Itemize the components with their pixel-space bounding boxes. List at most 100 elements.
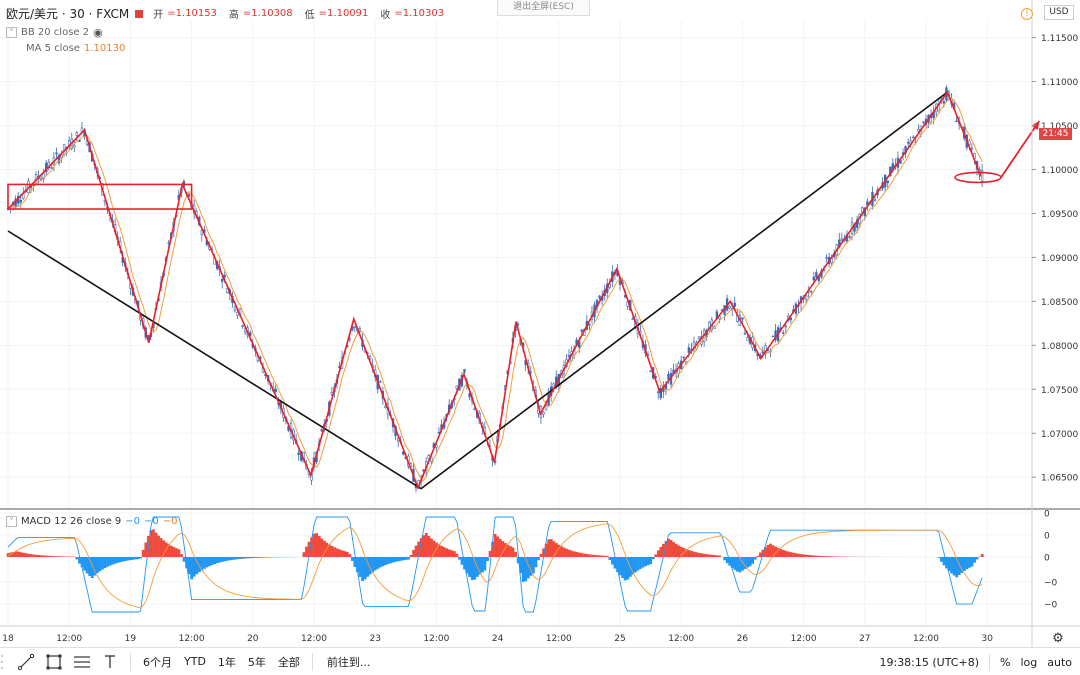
macd-histogram-bar	[108, 557, 112, 566]
currency-badge[interactable]: USD	[1044, 5, 1074, 20]
eye-icon[interactable]: ◉	[93, 26, 103, 39]
time-axis-label: 12:00	[423, 634, 449, 644]
trend-line-tool-icon[interactable]	[12, 651, 40, 673]
time-axis-label: 19	[125, 634, 137, 644]
macd-histogram-bar	[713, 555, 716, 557]
ma-label[interactable]: MA 5 close	[26, 43, 80, 54]
range-ytd-button[interactable]: YTD	[184, 655, 206, 668]
macd-histogram-bar	[730, 557, 734, 568]
macd-histogram-bar	[692, 551, 696, 557]
gear-icon[interactable]: ⚙	[1052, 631, 1064, 646]
macd-histogram-bar	[764, 547, 767, 557]
chevron-down-icon[interactable]: ˅	[6, 27, 17, 38]
candle-body	[886, 180, 889, 184]
candle-body	[810, 290, 813, 293]
macd-histogram-bar	[646, 557, 650, 566]
macd-histogram-bar	[167, 544, 171, 557]
candle-body	[580, 329, 583, 332]
macd-histogram-bar	[631, 557, 635, 575]
macd-histogram-bar	[47, 555, 51, 557]
range-1y-button[interactable]: 1年	[217, 655, 236, 669]
rectangle-tool-icon[interactable]	[40, 651, 68, 673]
macd-histogram-bar	[264, 557, 268, 558]
text-tool-icon[interactable]	[96, 651, 124, 673]
macd-histogram-bar	[42, 555, 46, 557]
macd-histogram-bar	[621, 557, 625, 578]
macd-histogram-bar	[557, 544, 561, 557]
macd-histogram-bar	[435, 542, 438, 557]
macd-histogram-bar	[320, 538, 324, 557]
forecast-arrow-line	[1000, 120, 1040, 178]
macd-histogram-bar	[769, 543, 772, 557]
macd-histogram-bar	[57, 556, 61, 557]
macd-histogram-bar	[687, 550, 691, 557]
macd-histogram-bar	[817, 555, 821, 557]
warning-icon[interactable]: !	[1021, 8, 1033, 20]
macd-histogram-bar	[333, 547, 336, 557]
macd-histogram-bar	[669, 540, 673, 557]
macd-histogram-bar	[771, 545, 775, 557]
candle-body	[917, 129, 920, 132]
macd-axis-label: 0	[1044, 510, 1050, 520]
macd-histogram-bar	[404, 557, 408, 560]
log-scale-toggle[interactable]: log	[1020, 655, 1038, 669]
toolbar-divider	[311, 652, 313, 671]
macd-histogram-bar	[702, 553, 706, 557]
chevron-down-icon[interactable]: ˅	[6, 516, 17, 527]
macd-value-2: −0	[144, 516, 159, 527]
candle-body	[815, 272, 818, 278]
macd-histogram-bar	[210, 557, 214, 566]
macd-histogram-bar	[529, 557, 533, 576]
macd-histogram-bar	[802, 554, 806, 557]
macd-histogram-bar	[236, 557, 239, 560]
macd-histogram-bar	[218, 557, 222, 563]
candle-body	[942, 101, 946, 104]
range-5y-button[interactable]: 5年	[247, 655, 266, 669]
exit-fullscreen-button[interactable]: 退出全屏(ESC)	[497, 0, 590, 16]
macd-histogram-bar	[215, 557, 219, 564]
macd-histogram-bar	[511, 547, 515, 557]
macd-signal-line	[7, 523, 983, 609]
macd-histogram-bar	[677, 545, 681, 557]
fib-tool-icon[interactable]	[68, 651, 96, 673]
macd-histogram-bar	[565, 548, 568, 557]
price-axis-label: 1.09000	[1041, 254, 1078, 264]
grip-icon[interactable]	[0, 652, 6, 672]
macd-histogram-bar	[157, 535, 160, 557]
macd-histogram-bar	[11, 552, 15, 557]
percent-scale-toggle[interactable]: %	[1000, 655, 1011, 669]
macd-histogram-bar	[725, 557, 729, 564]
macd-histogram-bar	[968, 557, 971, 568]
macd-histogram-bar	[190, 557, 194, 580]
macd-label[interactable]: MACD 12 26 close 9	[21, 516, 122, 527]
clock-display[interactable]: 19:38:15 (UTC+8)	[879, 655, 979, 669]
macd-histogram-bar	[794, 553, 798, 557]
macd-histogram-bar	[62, 556, 66, 557]
bottom-toolbar: 6个月 YTD 1年 5年 全部 前往到... 19:38:15 (UTC+8)…	[0, 647, 1080, 675]
macd-histogram-bar	[616, 557, 619, 573]
candle-body	[274, 388, 277, 392]
macd-histogram-bar	[172, 547, 176, 557]
candle-body	[697, 336, 701, 339]
candle-body	[455, 385, 458, 390]
candle-body	[200, 230, 203, 235]
time-axis-label: 25	[614, 634, 625, 644]
macd-histogram-bar	[799, 554, 803, 557]
range-all-button[interactable]: 全部	[277, 655, 300, 669]
toolbar-right-group: 19:38:15 (UTC+8) % log auto	[879, 648, 1080, 675]
candle-body	[861, 207, 864, 213]
auto-scale-toggle[interactable]: auto	[1047, 655, 1072, 669]
goto-date-button[interactable]: 前往到...	[326, 655, 371, 669]
time-axis-label: 12:00	[913, 634, 939, 644]
range-6m-button[interactable]: 6个月	[143, 655, 172, 669]
macd-histogram-bar	[542, 548, 545, 557]
macd-histogram-bar	[348, 554, 352, 557]
candle-body	[825, 257, 828, 259]
symbol-title[interactable]: 欧元/美元 · 30 · FXCM	[6, 7, 130, 21]
macd-histogram-bar	[220, 557, 224, 562]
bb-label[interactable]: BB 20 close 2	[21, 27, 90, 38]
candle-body	[567, 355, 571, 357]
macd-histogram-bar	[746, 557, 749, 568]
candle-body	[782, 332, 785, 334]
